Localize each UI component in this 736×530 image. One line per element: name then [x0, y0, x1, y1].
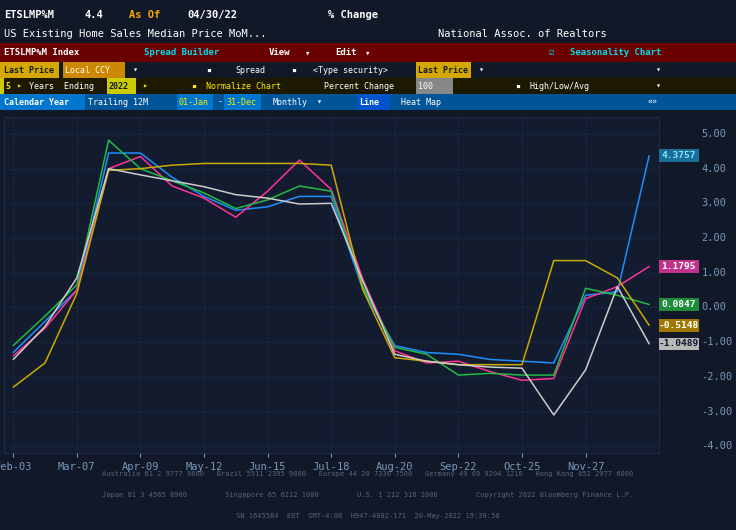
Text: 4.00: 4.00 [701, 164, 726, 174]
Text: 5.00: 5.00 [701, 129, 726, 139]
Text: 0.0847: 0.0847 [662, 300, 696, 309]
Text: View: View [269, 48, 290, 57]
Text: ☑: ☑ [548, 48, 553, 57]
Bar [357, 94, 390, 110]
Text: Spread: Spread [236, 66, 266, 75]
Text: As Of: As Of [129, 10, 160, 20]
Text: Australia 61 2 9777 8600   Brazil 5511 2395 9000   Europe 44 20 7330 7500   Germ: Australia 61 2 9777 8600 Brazil 5511 239… [102, 471, 634, 478]
Text: 4.3757: 4.3757 [662, 151, 696, 160]
Text: ▾: ▾ [655, 82, 660, 91]
Bar [0, 78, 4, 94]
Text: Percent Change: Percent Change [324, 82, 394, 91]
Text: Heat Map: Heat Map [401, 98, 441, 107]
Text: ▪: ▪ [206, 66, 211, 75]
Bar [63, 62, 125, 78]
Bar [0, 24, 736, 43]
Text: -2.00: -2.00 [701, 372, 732, 382]
Text: 01-Jan: 01-Jan [178, 98, 208, 107]
Text: Last Price: Last Price [4, 66, 54, 75]
Text: US Existing Home Sales Median Price MoM...: US Existing Home Sales Median Price MoM.… [4, 29, 266, 39]
Text: ▪: ▪ [191, 82, 197, 91]
Text: 04/30/22: 04/30/22 [188, 10, 238, 20]
Text: Line: Line [359, 98, 379, 107]
Text: High/Low/Avg: High/Low/Avg [530, 82, 590, 91]
Text: Years  Ending: Years Ending [29, 82, 94, 91]
Text: Last Price: Last Price [418, 66, 468, 75]
Text: Calendar Year: Calendar Year [4, 98, 68, 107]
Bar [416, 62, 471, 78]
Bar [659, 338, 699, 350]
Text: <Type security>: <Type security> [313, 66, 388, 75]
Text: ▾: ▾ [478, 66, 484, 75]
Text: Edit: Edit [335, 48, 356, 57]
Text: ▸: ▸ [16, 82, 21, 91]
Text: ETSLMP%M: ETSLMP%M [4, 10, 54, 20]
Bar [0, 62, 736, 78]
Bar [177, 94, 213, 110]
Text: 5: 5 [6, 82, 11, 91]
Text: -3.00: -3.00 [701, 407, 732, 417]
Text: «»: «» [648, 98, 658, 107]
Text: 0.00: 0.00 [701, 303, 726, 312]
Text: ▾: ▾ [132, 66, 138, 75]
Text: ▪: ▪ [515, 82, 520, 91]
Bar [659, 319, 699, 332]
Text: ▾: ▾ [364, 48, 369, 57]
Bar [416, 78, 453, 94]
Text: ▪: ▪ [291, 66, 296, 75]
Text: 3.00: 3.00 [701, 198, 726, 208]
Bar [224, 94, 261, 110]
Text: SN 1645584  EDT  GMT-4:00  H947-4082-171  20-May-2022 19:39:50: SN 1645584 EDT GMT-4:00 H947-4082-171 20… [236, 513, 500, 519]
Text: 2022: 2022 [109, 82, 129, 91]
Text: Local CCY: Local CCY [65, 66, 110, 75]
Text: National Assoc. of Realtors: National Assoc. of Realtors [438, 29, 606, 39]
Text: % Change: % Change [328, 10, 378, 20]
Text: 1.1795: 1.1795 [662, 262, 696, 271]
Text: ▸: ▸ [142, 82, 147, 91]
Text: Spread Builder: Spread Builder [144, 48, 219, 57]
Text: -: - [217, 98, 222, 107]
Bar [0, 5, 736, 24]
Text: -1.00: -1.00 [701, 337, 732, 347]
Text: Monthly: Monthly [272, 98, 308, 107]
Text: Trailing 12M: Trailing 12M [88, 98, 149, 107]
Text: Japan 81 3 4565 8900         Singapore 65 6212 1000         U.S. 1 212 318 2000 : Japan 81 3 4565 8900 Singapore 65 6212 1… [102, 492, 634, 498]
Bar [659, 149, 699, 162]
Text: 31-Dec: 31-Dec [226, 98, 256, 107]
Bar [659, 298, 699, 311]
Bar [0, 43, 736, 62]
Bar [0, 94, 85, 110]
Bar [0, 78, 736, 94]
Text: Seasonality Chart: Seasonality Chart [570, 48, 662, 57]
Text: ▾: ▾ [655, 66, 660, 75]
Text: 2.00: 2.00 [701, 233, 726, 243]
Bar [107, 78, 136, 94]
Bar [659, 260, 699, 273]
Text: ▾: ▾ [316, 98, 322, 107]
Text: ▾: ▾ [304, 48, 309, 57]
Text: -1.0489: -1.0489 [659, 339, 699, 348]
Text: ETSLMP%M Index: ETSLMP%M Index [4, 48, 79, 57]
Text: 100: 100 [418, 82, 433, 91]
Bar [0, 62, 59, 78]
Text: Normalize Chart: Normalize Chart [206, 82, 281, 91]
Bar [0, 94, 736, 110]
Text: -4.00: -4.00 [701, 441, 732, 451]
Text: -0.5148: -0.5148 [659, 321, 699, 330]
Text: 1.00: 1.00 [701, 268, 726, 278]
Text: 4.4: 4.4 [85, 10, 103, 20]
